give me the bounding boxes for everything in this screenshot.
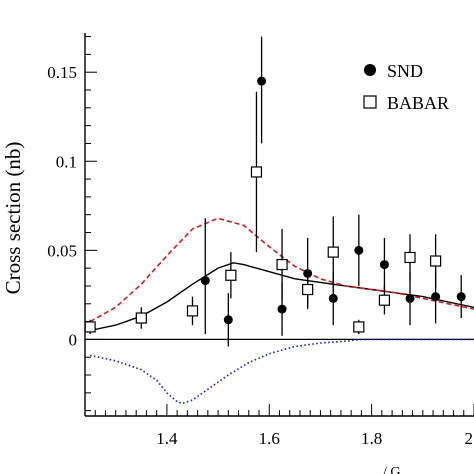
snd-point [431,292,441,302]
babar-point [135,312,147,324]
legend-snd-label: SND [387,61,423,81]
legend-babar-label: BABAR [387,93,449,113]
y-axis-label: Cross section (nb) [1,142,25,295]
y-tick-label: 0.15 [47,63,77,82]
babar-point [84,321,96,333]
snd-point [456,292,466,302]
babar-point [302,283,314,296]
legend-babar-marker [363,95,377,109]
babar-point [353,321,365,333]
snd-point [379,260,389,270]
snd-point [328,293,338,303]
x-tick-label: 1.8 [361,429,382,448]
snd-point [200,276,210,286]
x-tick-label: 2 [465,429,474,448]
babar-point [276,258,288,271]
snd-point [405,293,415,303]
snd-point [257,76,267,86]
snd-point [303,268,313,278]
legend: SND BABAR [363,61,449,113]
babar-point [186,305,199,317]
x-axis-label-fragment: / G [383,465,401,474]
snd-point [354,245,364,255]
babar-point [378,294,391,306]
babar-point [225,269,237,281]
y-tick-label: 0.1 [56,152,77,171]
snd-point [223,315,233,325]
legend-snd-marker [364,64,376,76]
y-tick-label: 0 [69,330,78,349]
babar-point [404,251,416,264]
y-tick-label: 0.05 [47,241,77,260]
dotted-curve [89,338,474,405]
babar-point [327,246,339,258]
x-tick-label: 1.6 [259,429,280,448]
snd-point [277,304,287,314]
solid-curve [89,262,474,332]
x-tick-label: 1.4 [156,429,178,448]
babar-point [250,166,263,178]
babar-point [430,255,442,267]
